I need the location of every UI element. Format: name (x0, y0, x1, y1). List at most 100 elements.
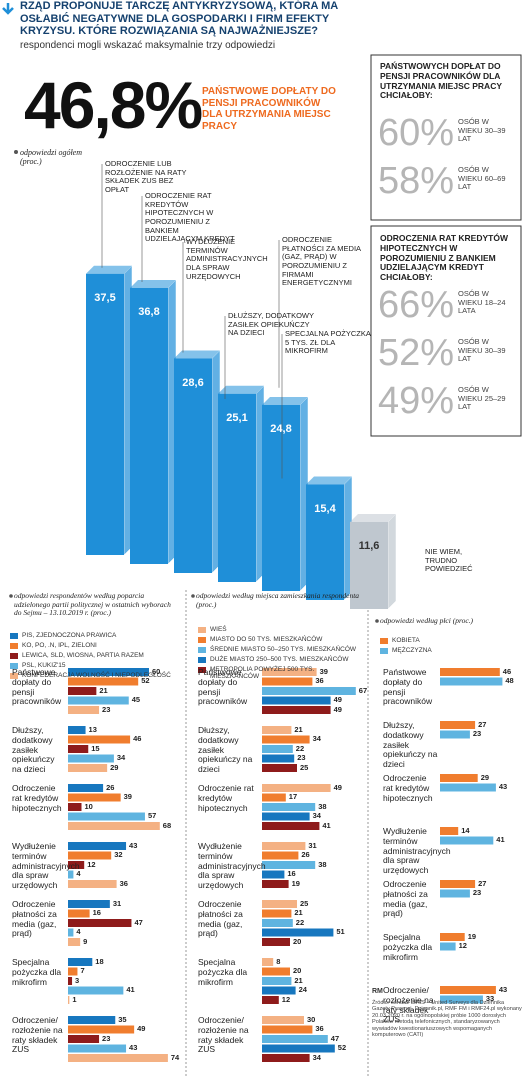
bar-value: 16 (287, 869, 296, 878)
bar (68, 784, 104, 792)
bar-label: WYDŁUŻENIE TERMINÓW ADMINISTRACYJNYCH DL… (186, 237, 268, 281)
bar (262, 861, 316, 869)
bar-value: 13 (88, 724, 97, 734)
bar-value: 4 (76, 869, 81, 878)
bar-value: 12 (458, 941, 467, 950)
bar (262, 764, 297, 772)
title-dot (9, 594, 13, 598)
category-label: Odroczenie/ rozłożenie na raty składek Z… (383, 985, 434, 1025)
credit: RM (372, 988, 383, 995)
bar-value: 38 (318, 801, 327, 811)
legend-swatch (198, 667, 206, 673)
bar (440, 889, 470, 898)
bar-value: 67 (358, 685, 368, 695)
highlight-value: 46,8% (24, 68, 203, 142)
bar-value: 20 (293, 936, 302, 946)
bar (440, 668, 500, 676)
legend-swatch (10, 653, 18, 659)
bar-value: 52 (141, 676, 150, 685)
bar-value: 19 (291, 878, 300, 888)
bar (262, 822, 320, 830)
legend-swatch (380, 638, 388, 644)
bar-value: 21 (294, 724, 303, 734)
bar (174, 358, 212, 573)
age-percent: 49% (378, 380, 455, 422)
bar-value: 25 (300, 898, 309, 908)
bar-value: 23 (472, 888, 482, 897)
bar-value: 41 (322, 820, 331, 830)
box-frame (370, 54, 522, 221)
bar (262, 696, 331, 705)
bar-value: 9 (83, 936, 88, 946)
bar-value: 26 (106, 782, 115, 792)
age-percent: 60% (378, 112, 455, 154)
bar-top (130, 280, 176, 288)
bar-value: 39 (319, 666, 328, 676)
legend-swatch (10, 643, 18, 649)
bar (440, 995, 483, 1004)
bar-value: 30 (307, 1014, 316, 1024)
legend-label: ŚREDNIE MIASTO 50–250 TYS. MIESZKAŃCÓW (210, 646, 357, 653)
category-label: Specjalna pożyczka dla mikrofirm (12, 957, 62, 987)
bar-value: 27 (478, 719, 487, 729)
bar (440, 783, 496, 792)
bar-value: 35 (118, 1014, 127, 1024)
bar-value: 47 (330, 1033, 340, 1043)
bar (68, 803, 82, 811)
bar (262, 1044, 335, 1053)
bar (68, 967, 78, 976)
legend-label: KOBIETA (392, 637, 420, 644)
bar (130, 288, 168, 564)
bar-value: 36 (119, 878, 128, 888)
legend-label: MĘŻCZYZNA (392, 647, 432, 654)
bar-value: 68 (162, 820, 172, 830)
bar-value: 34 (312, 811, 321, 820)
bar (68, 880, 117, 888)
bar (440, 827, 459, 835)
bar-value: 4 (76, 927, 81, 936)
bar (68, 1016, 116, 1024)
arrow-icon (2, 3, 14, 15)
bar (262, 677, 313, 686)
bar (306, 484, 344, 600)
bar (68, 938, 81, 946)
category-label: Państwowe dopłaty do pensji pracowników (383, 667, 433, 707)
bar-value: 29 (480, 772, 490, 782)
bar-value: 17 (288, 792, 298, 801)
bar-value: 39 (123, 792, 132, 801)
legend: odpowiedzi ogółem (proc.) (20, 148, 82, 167)
bar (262, 958, 274, 966)
legend-label: PSL, KUKIZ'15 (22, 662, 66, 669)
bar-value: 20 (293, 966, 302, 975)
box-frame (370, 225, 522, 437)
legend-dot (14, 150, 18, 154)
bar-label: ODROCZENIE LUB ROZŁOŻENIE NA RATY SKŁADE… (105, 159, 187, 194)
bar-value: 15,4 (314, 502, 336, 515)
bar-value: 23 (102, 704, 111, 714)
bar (262, 870, 285, 879)
bar (68, 928, 74, 937)
legend-label: DUŻE MIASTO 250–500 TYS. MIESZKAŃCÓW (210, 656, 349, 663)
bar-value: 32 (114, 850, 123, 859)
bar-value: 25 (300, 762, 309, 772)
bar-top (262, 397, 308, 405)
bar-value: 37,5 (94, 291, 116, 304)
bar-value: 41 (496, 835, 505, 844)
bar (440, 880, 476, 888)
bar-value: 27 (478, 878, 487, 888)
bar (68, 900, 110, 908)
bar-value: 49 (333, 782, 342, 792)
bar-value: 43 (498, 782, 508, 791)
bar (262, 900, 297, 908)
bar (262, 726, 292, 734)
bar (68, 986, 124, 995)
chart-title: odpowiedzi respondentów według poparcia … (14, 591, 171, 618)
bar (68, 977, 73, 985)
bar-value: 34 (312, 1052, 321, 1062)
category-label: Odroczenie/ rozłożenie na raty składek Z… (12, 1015, 63, 1055)
bar (262, 938, 290, 946)
category-label: Dłuższy, dodatkowy zasiłek opiekuńczy na… (383, 720, 438, 770)
legend-swatch (198, 647, 206, 653)
